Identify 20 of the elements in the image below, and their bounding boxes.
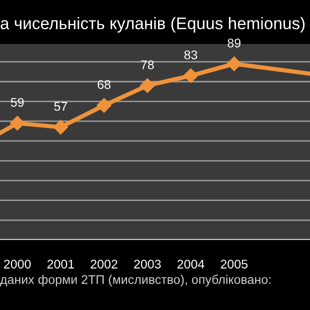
x-tick-label: 2004: [177, 260, 204, 269]
chart-title: а чисельність куланів (Equus hemionus): [0, 17, 305, 33]
data-label: 83: [184, 50, 198, 60]
x-tick-label: 2005: [220, 260, 248, 269]
point: [226, 56, 242, 72]
data-label: 59: [10, 98, 24, 107]
point: [183, 68, 198, 84]
point: [10, 116, 25, 131]
x-tick-label: 2002: [90, 260, 118, 269]
x-tick-label: 2003: [134, 260, 161, 269]
x-tick-label: 2000: [4, 260, 31, 269]
data-label: 68: [98, 80, 110, 90]
text: даних форми 2ТП (мисливство), опубліковано:: [0, 274, 270, 286]
point: [53, 120, 68, 135]
point: [140, 78, 155, 93]
data-label: 89: [228, 38, 240, 48]
data-label: 78: [141, 60, 154, 70]
data-label: 57: [54, 102, 68, 111]
point: [96, 98, 112, 113]
x-tick-label: 2001: [47, 260, 74, 269]
